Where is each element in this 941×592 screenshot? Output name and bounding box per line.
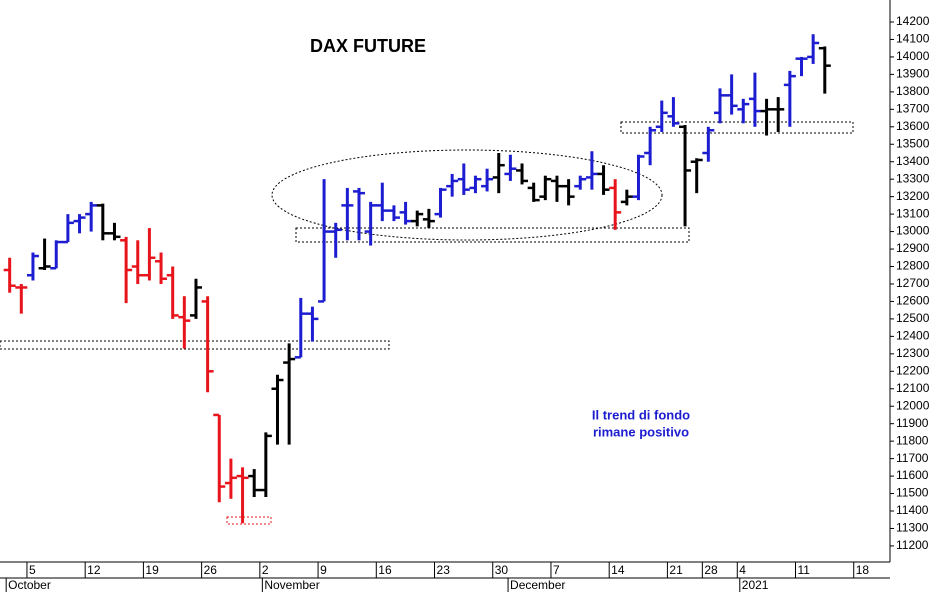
y-tick-label: 14100 [896,32,930,46]
y-tick-label: 13500 [896,136,930,150]
y-tick-label: 13300 [896,171,930,185]
y-tick-label: 13400 [896,154,930,168]
y-tick-label: 12300 [896,346,930,360]
y-tick-label: 11800 [896,433,929,447]
x-tick-label: 14 [611,563,625,577]
x-tick-label: 28 [704,563,718,577]
x-tick-label: 7 [553,563,560,577]
y-tick-label: 12500 [896,311,930,325]
month-label: November [264,578,319,592]
annotation: Il trend di fondo [592,407,690,422]
x-tick-label: 30 [495,563,509,577]
y-tick-label: 12200 [896,363,930,377]
y-tick-label: 13600 [896,119,930,133]
y-tick-label: 11200 [896,538,929,552]
y-tick-label: 13100 [896,206,930,220]
y-tick-label: 11700 [896,451,929,465]
x-tick-label: 19 [145,563,159,577]
x-tick-label: 12 [87,563,101,577]
y-tick-label: 11400 [896,503,929,517]
x-tick-label: 21 [669,563,683,577]
month-label: December [510,578,565,592]
x-tick-label: 18 [856,563,870,577]
support-zone [295,227,690,243]
support-zone [0,340,390,350]
y-tick-label: 12100 [896,381,930,395]
x-tick-label: 4 [739,563,746,577]
consolidation-ellipse [271,149,663,241]
y-tick-label: 13000 [896,224,930,238]
y-tick-label: 12400 [896,329,930,343]
month-label: October [8,578,51,592]
y-tick-label: 13900 [896,67,930,81]
x-tick-label: 5 [29,563,36,577]
y-tick-label: 12000 [896,398,930,412]
x-tick-label: 26 [204,563,218,577]
y-tick-label: 14200 [896,14,930,28]
y-tick-label: 11500 [896,486,929,500]
y-tick-label: 13200 [896,189,930,203]
annotation: rimane positivo [593,424,689,439]
y-tick-label: 14000 [896,49,930,63]
x-tick-label: 11 [798,563,811,577]
y-tick-label: 11300 [896,521,929,535]
y-tick-label: 12800 [896,259,930,273]
month-label: 2021 [742,578,769,592]
y-tick-label: 12600 [896,294,930,308]
x-tick-label: 16 [378,563,392,577]
y-tick-label: 12700 [896,276,930,290]
y-tick-label: 11900 [896,416,929,430]
y-tick-label: 12900 [896,241,930,255]
x-tick-label: 2 [262,563,269,577]
y-tick-label: 13800 [896,84,930,98]
low-zone [226,516,272,525]
y-tick-label: 13700 [896,101,930,115]
support-zone [620,121,854,134]
x-tick-label: 23 [437,563,451,577]
chart-title: DAX FUTURE [310,36,426,56]
y-tick-label: 11600 [896,468,929,482]
x-tick-label: 9 [320,563,327,577]
